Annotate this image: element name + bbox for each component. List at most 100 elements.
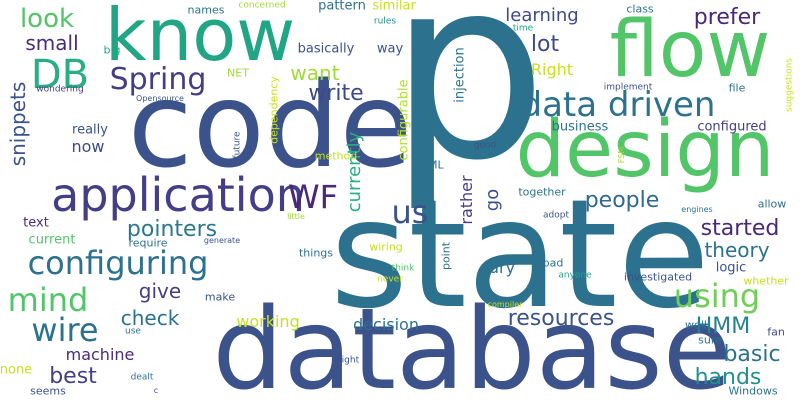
word-xml: XML: [420, 158, 444, 172]
word-rather: rather: [457, 175, 476, 225]
word-started: started: [700, 216, 780, 241]
word-logic: logic: [715, 260, 747, 276]
word-decision: decision: [353, 315, 419, 334]
word-database: database: [212, 285, 732, 400]
word-suggestions: suggestions: [784, 58, 795, 112]
word-business: business: [551, 119, 609, 135]
word-compiler: compiler: [487, 300, 523, 309]
word-adopt: adopt: [543, 210, 569, 221]
word-little: little: [287, 212, 305, 221]
word-check: check: [120, 306, 180, 330]
word-resources: resources: [507, 306, 615, 331]
word-theory: theory: [704, 238, 770, 262]
word-go: go: [482, 188, 503, 212]
word-bad: bad: [542, 256, 564, 270]
word-dry: dry: [488, 258, 516, 277]
word-pointers: pointers: [126, 217, 218, 242]
word-snippets: snippets: [6, 81, 30, 167]
word-application: application: [51, 168, 305, 222]
word-sure: sure: [698, 333, 722, 347]
word-pattern: pattern: [318, 0, 366, 14]
word-wf: WF: [287, 178, 339, 216]
word-hmm: HMM: [695, 314, 751, 339]
word-future: future: [232, 131, 243, 159]
word-configuring: configuring: [27, 244, 209, 282]
word-text: text: [23, 215, 49, 231]
word-together: together: [518, 185, 566, 199]
word-machine: machine: [65, 345, 135, 364]
word-fan: fan: [767, 325, 785, 339]
word-best: best: [49, 364, 97, 389]
word-dependency: dependency: [267, 76, 281, 144]
word-class: class: [626, 2, 654, 16]
word-spring: Spring: [109, 62, 207, 97]
word-opensource: Opensource: [136, 94, 184, 103]
word-anyone: anyone: [558, 270, 592, 281]
word-fsm: FSM: [617, 146, 626, 164]
word-things: things: [298, 246, 334, 260]
word-lot: lot: [530, 32, 560, 57]
word-current: current: [28, 232, 76, 248]
word-configurable: configurable: [396, 79, 412, 161]
word-wondering: wondering: [36, 84, 84, 95]
word-now: now: [71, 137, 105, 156]
word-make: make: [204, 290, 236, 304]
word-really: really: [72, 122, 108, 138]
word-give: give: [138, 279, 182, 303]
word-might: might: [332, 355, 360, 366]
word-right: Right: [530, 60, 574, 79]
word-seems: seems: [30, 384, 66, 398]
word-file: file: [728, 81, 746, 95]
word-hands: hands: [694, 365, 762, 390]
word-want: want: [290, 61, 340, 85]
word-small: small: [25, 31, 79, 55]
word-p: p: [388, 0, 548, 215]
word-db: DB: [30, 52, 90, 98]
word-generate: generate: [203, 236, 241, 245]
word-state: state: [330, 168, 710, 342]
word-design: design: [515, 105, 775, 195]
word-write: write: [308, 81, 364, 106]
word-basic: basic: [723, 342, 781, 367]
word-windows: Windows: [728, 384, 778, 398]
word-code: code: [127, 56, 413, 194]
word-data-driven: data driven: [520, 85, 716, 125]
word-mind: mind: [7, 281, 89, 319]
word-configured: configured: [697, 119, 767, 135]
word-net: NET: [227, 66, 249, 80]
word-wire: wire: [31, 311, 99, 349]
word-require: require: [128, 236, 168, 250]
word-know: know: [104, 0, 296, 77]
word-dealt: dealt: [130, 372, 154, 383]
word-time: time: [512, 23, 534, 34]
word-similar: similar: [372, 0, 416, 14]
word-look: look: [19, 4, 75, 34]
word-concerned: concerned: [238, 0, 286, 11]
word-well: well: [685, 318, 707, 332]
word-use: use: [125, 326, 141, 337]
word-method: method: [314, 149, 358, 163]
word-good: good: [473, 140, 497, 151]
word-learning: learning: [505, 5, 579, 26]
word-never: never: [377, 274, 403, 285]
word-using: using: [673, 277, 761, 315]
word-investigated: investigated: [623, 270, 693, 284]
word-engines: engines: [681, 205, 713, 214]
word-implement: implement: [603, 82, 653, 93]
word-big: big: [103, 43, 121, 57]
word-think: think: [391, 263, 415, 274]
word-us: us: [391, 193, 429, 231]
word-whether: whether: [743, 274, 789, 288]
word-people: people: [584, 188, 660, 213]
word-rules: rules: [373, 16, 397, 27]
word-names: names: [187, 3, 225, 17]
word-injection: injection: [452, 47, 468, 103]
word-c: c: [153, 386, 159, 395]
word-wiring: wiring: [369, 240, 403, 254]
word-flow: flow: [609, 5, 771, 95]
word-working: working: [236, 312, 300, 331]
word-none: none: [0, 362, 33, 378]
word-point: point: [439, 241, 453, 271]
word-currently: currently: [344, 131, 365, 213]
